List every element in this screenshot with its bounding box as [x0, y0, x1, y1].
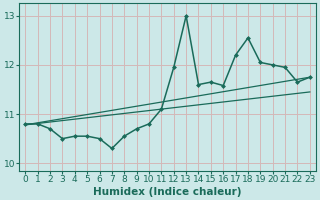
X-axis label: Humidex (Indice chaleur): Humidex (Indice chaleur)	[93, 187, 242, 197]
